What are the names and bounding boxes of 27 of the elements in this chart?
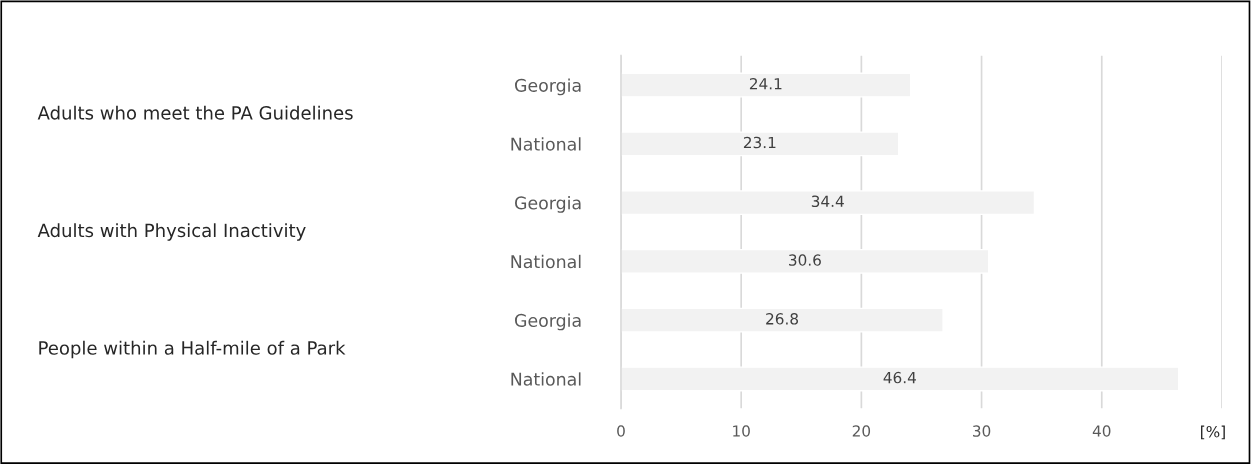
text: Adults who meet the PA Guidelines (37, 105, 353, 120)
y-tick-label: Georgia (515, 313, 581, 331)
y-tick-label: Georgia (515, 196, 581, 213)
data-label: 24.1 (749, 77, 782, 90)
data-label: 34.4 (811, 195, 844, 208)
bar (620, 131, 900, 157)
y-tick-label: National (511, 254, 581, 269)
x-tick-label: 20 (852, 425, 871, 437)
x-tick-label: 10 (733, 425, 750, 437)
y-tick-label: Georgia (515, 78, 581, 96)
bar (620, 366, 1180, 392)
y-tick-label: National (511, 137, 581, 151)
data-label: 46.4 (883, 371, 916, 384)
bar (620, 72, 912, 98)
data-label: 23.1 (743, 136, 776, 149)
data-label: 26.8 (766, 313, 799, 325)
data-label: 30.6 (789, 254, 821, 266)
y-tick-label: National (511, 372, 581, 386)
x-axis-title: [%] (1201, 425, 1225, 440)
x-tick-label: 40 (1092, 425, 1111, 437)
x-tick-label: 0 (617, 425, 625, 437)
bar (620, 190, 1036, 216)
text: People within a Half-mile of a Park (39, 340, 346, 359)
text: Adults with Physical Inactivity (37, 223, 306, 241)
bar (620, 307, 944, 333)
x-tick-label: 30 (973, 425, 991, 437)
bar (620, 248, 990, 274)
